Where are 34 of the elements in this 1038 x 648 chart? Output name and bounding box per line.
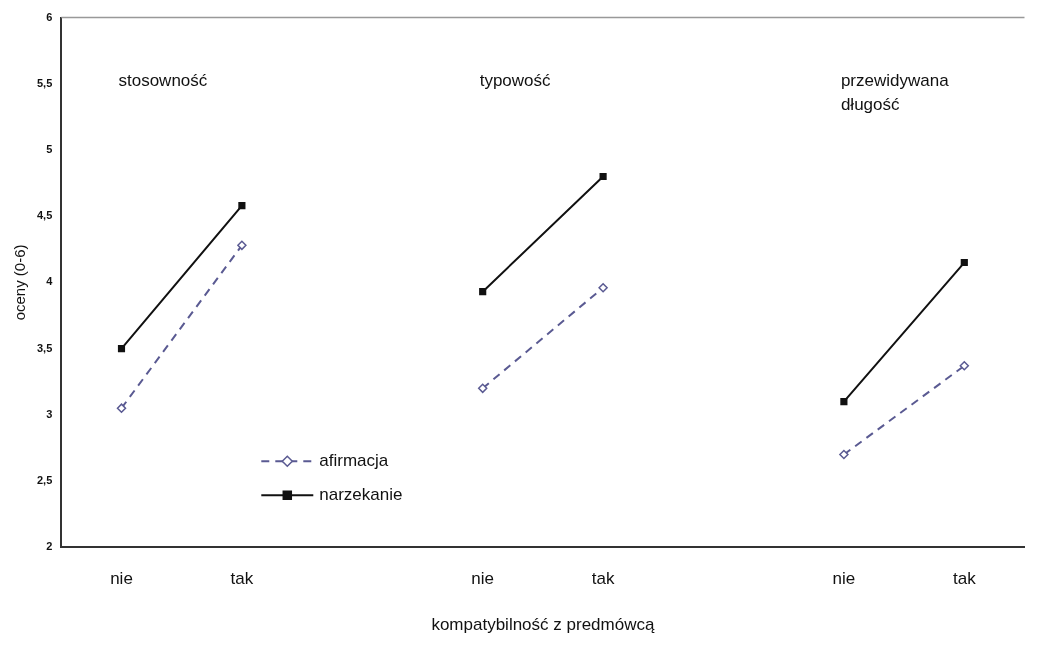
x-tick-label: nie [110,569,133,589]
x-tick-label: nie [832,569,856,589]
x-tick-label: tak [952,569,977,589]
point [839,449,849,460]
point [598,282,608,293]
y-tick-label: 4,5 [36,209,53,222]
point [479,288,487,296]
point [238,202,246,210]
point [117,345,126,353]
point [477,383,488,394]
y-tick-label: 5,5 [36,76,53,89]
legend-label: narzekanie [319,484,403,504]
point [116,403,127,413]
y-axis-title: oceny (0-6) [11,244,29,321]
y-tick-label: 3 [46,407,53,420]
point [959,361,970,371]
legend-label: afirmacja [319,450,389,470]
point [960,258,968,267]
x-tick-label: tak [230,569,254,589]
annotation: przewidywana długość [840,71,950,115]
y-tick-label: 5 [46,143,53,156]
x-tick-label: nie [471,569,495,589]
x-tick-label: tak [591,569,615,589]
annotation: typowość [479,71,552,91]
point [599,172,607,181]
y-tick-label: 3,5 [36,341,53,354]
y-tick-label: 2 [46,540,53,553]
y-tick-label: 2,5 [36,474,53,487]
point [237,240,247,251]
annotation: stosowność [118,71,208,91]
y-tick-label: 6 [46,10,53,23]
x-axis-title: kompatybilność z predmówcą [431,615,655,635]
point [840,397,848,406]
y-tick-label: 4 [46,275,54,288]
